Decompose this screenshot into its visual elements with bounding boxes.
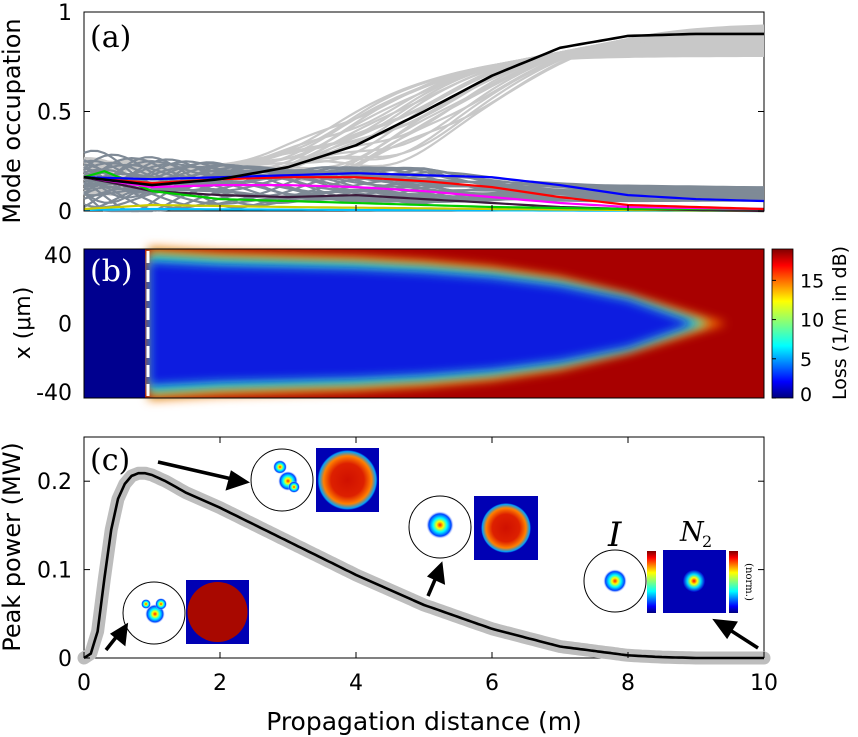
- panel-a-yticks: 00.51: [37, 1, 765, 225]
- panel-b-ylabel: x (μm): [11, 287, 36, 360]
- ytick-label: 0: [58, 200, 72, 225]
- inset-beam-2: [408, 495, 538, 560]
- series-line: [83, 172, 765, 203]
- arrow-3: [729, 628, 759, 650]
- population-symbol: N: [679, 517, 705, 548]
- colorbar-tick-label: 0: [800, 384, 812, 406]
- population-disk: [317, 450, 378, 510]
- panel-c-xlabel: Propagation distance (m): [266, 707, 582, 736]
- xtick-label: 10: [750, 671, 778, 696]
- series-line: [83, 32, 764, 187]
- series-line: [83, 176, 765, 211]
- heatmap-core: [148, 261, 697, 386]
- ytick-label: 0.2: [37, 470, 72, 495]
- xtick-label: 2: [213, 671, 227, 696]
- intensity-symbol: I: [607, 515, 622, 555]
- xtick-label: 8: [621, 671, 635, 696]
- colorbar-tick-label: 5: [800, 349, 812, 371]
- colorbar-label: Loss (1/m in dB): [829, 246, 851, 400]
- population-disk: [481, 503, 531, 553]
- ytick-label: 0: [58, 647, 72, 672]
- panel-b: 40 0 -40 (b) x (μm) 15 10 5 0 Loss (1/m in dB…: [11, 244, 851, 406]
- colorbar-tick-label: 10: [800, 310, 824, 332]
- panel-c-label: (c): [90, 443, 130, 478]
- ytick-label: 0: [58, 313, 72, 338]
- inset-beam-0: [122, 580, 249, 645]
- intensity-spot: [603, 569, 627, 593]
- panel-a-low-occupation-bundle: [83, 149, 765, 213]
- population-disk: [187, 582, 248, 642]
- arrow-0-head: [109, 622, 129, 647]
- panel-b-label: (b): [90, 254, 133, 289]
- inset-arrows: [104, 460, 759, 652]
- population-spot: [683, 570, 705, 592]
- arrow-3-head: [712, 618, 738, 640]
- panel-c-ylabel: Peak power (MW): [0, 442, 26, 652]
- xtick-label: 4: [349, 671, 363, 696]
- colorbar: [771, 248, 794, 399]
- intensity-spot: [141, 599, 151, 609]
- ytick-label: -40: [36, 381, 72, 406]
- series-line: [83, 170, 764, 211]
- ytick-label: 40: [44, 244, 72, 269]
- xtick-label: 0: [77, 671, 91, 696]
- ytick-label: 0.1: [37, 559, 72, 584]
- ytick-label: 1: [58, 1, 72, 26]
- panel-a-ylabel: Mode occupation: [0, 18, 26, 223]
- population-symbol-subscript: 2: [702, 532, 712, 551]
- xtick-label: 6: [485, 671, 499, 696]
- intensity-spot: [426, 511, 454, 539]
- arrow-1-head: [225, 470, 251, 491]
- bundle-low-line: [83, 149, 765, 205]
- panel-a-highlighted-series: [83, 32, 765, 213]
- ytick-label: 0.5: [37, 101, 72, 126]
- arrow-0: [104, 634, 119, 652]
- colorbar-normalization-note: (norm.): [743, 563, 754, 601]
- inset-beam-1: [250, 448, 379, 512]
- bundle-low-line: [83, 161, 764, 194]
- intensity-spot: [273, 460, 287, 474]
- heatmap-input-section: [84, 249, 145, 398]
- peak-power-line: [83, 471, 764, 660]
- panel-b-frame: [83, 248, 765, 399]
- panel-b-yticks: 40 0 -40: [36, 244, 72, 406]
- colorbar-ticks: 15 10 5 0: [772, 270, 824, 406]
- arrow-2-head: [426, 561, 446, 585]
- inset-beam-3: (norm.) I N 2: [583, 515, 754, 613]
- colorbar-tick-label: 15: [800, 270, 824, 292]
- intensity-spot: [155, 598, 167, 610]
- panel-a: 00.51 (a) Mode occupation: [0, 1, 765, 225]
- population-colorbar: [729, 551, 738, 613]
- intensity-spot: [288, 481, 300, 493]
- intensity-colorbar: [647, 551, 656, 613]
- arrow-1: [157, 460, 233, 481]
- panel-c-xticks: 0 2 4 6 8 10: [77, 437, 778, 696]
- panel-c: 0 2 4 6 8 10 0 0.1 0.2 (c) Peak power (MW) Prop…: [0, 436, 778, 736]
- panel-a-label: (a): [90, 20, 131, 55]
- panel-c-yticks: 0 0.1 0.2: [37, 470, 764, 672]
